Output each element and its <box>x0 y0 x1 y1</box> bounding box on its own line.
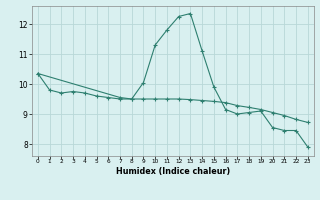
X-axis label: Humidex (Indice chaleur): Humidex (Indice chaleur) <box>116 167 230 176</box>
